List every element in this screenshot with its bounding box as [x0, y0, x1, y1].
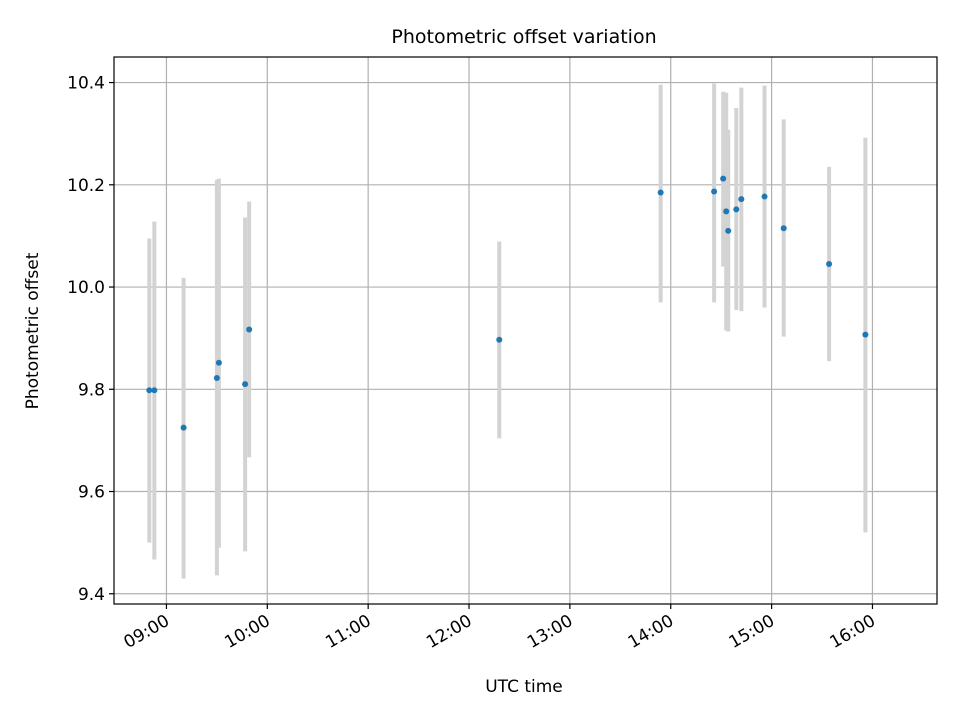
x-axis-label: UTC time [485, 677, 563, 697]
data-point [733, 206, 740, 213]
data-point [738, 196, 745, 203]
data-point [151, 387, 158, 394]
chart-title: Photometric offset variation [391, 26, 656, 48]
y-tick-label: 9.6 [78, 483, 105, 503]
data-point [723, 208, 730, 215]
data-point [725, 227, 732, 234]
data-point [242, 381, 249, 388]
y-axis-label: Photometric offset [23, 252, 43, 409]
y-tick-label: 10.2 [67, 176, 105, 196]
y-tick-label: 10.4 [67, 74, 105, 94]
data-point [711, 188, 718, 195]
y-tick-label: 9.8 [78, 380, 105, 400]
data-point [215, 359, 222, 366]
data-points [146, 175, 869, 431]
data-point [826, 261, 833, 268]
data-point [213, 375, 220, 382]
data-point [761, 193, 768, 200]
grid [114, 57, 937, 604]
data-point [657, 189, 664, 196]
y-tick-label: 10.0 [67, 278, 105, 298]
data-point [720, 175, 727, 182]
data-point [780, 225, 787, 232]
plot-frame [113, 56, 938, 605]
data-point [146, 387, 153, 394]
y-tick-label: 9.4 [78, 585, 105, 605]
data-point [246, 326, 253, 333]
data-point [862, 331, 869, 338]
data-point [496, 336, 503, 343]
data-point [180, 424, 187, 431]
